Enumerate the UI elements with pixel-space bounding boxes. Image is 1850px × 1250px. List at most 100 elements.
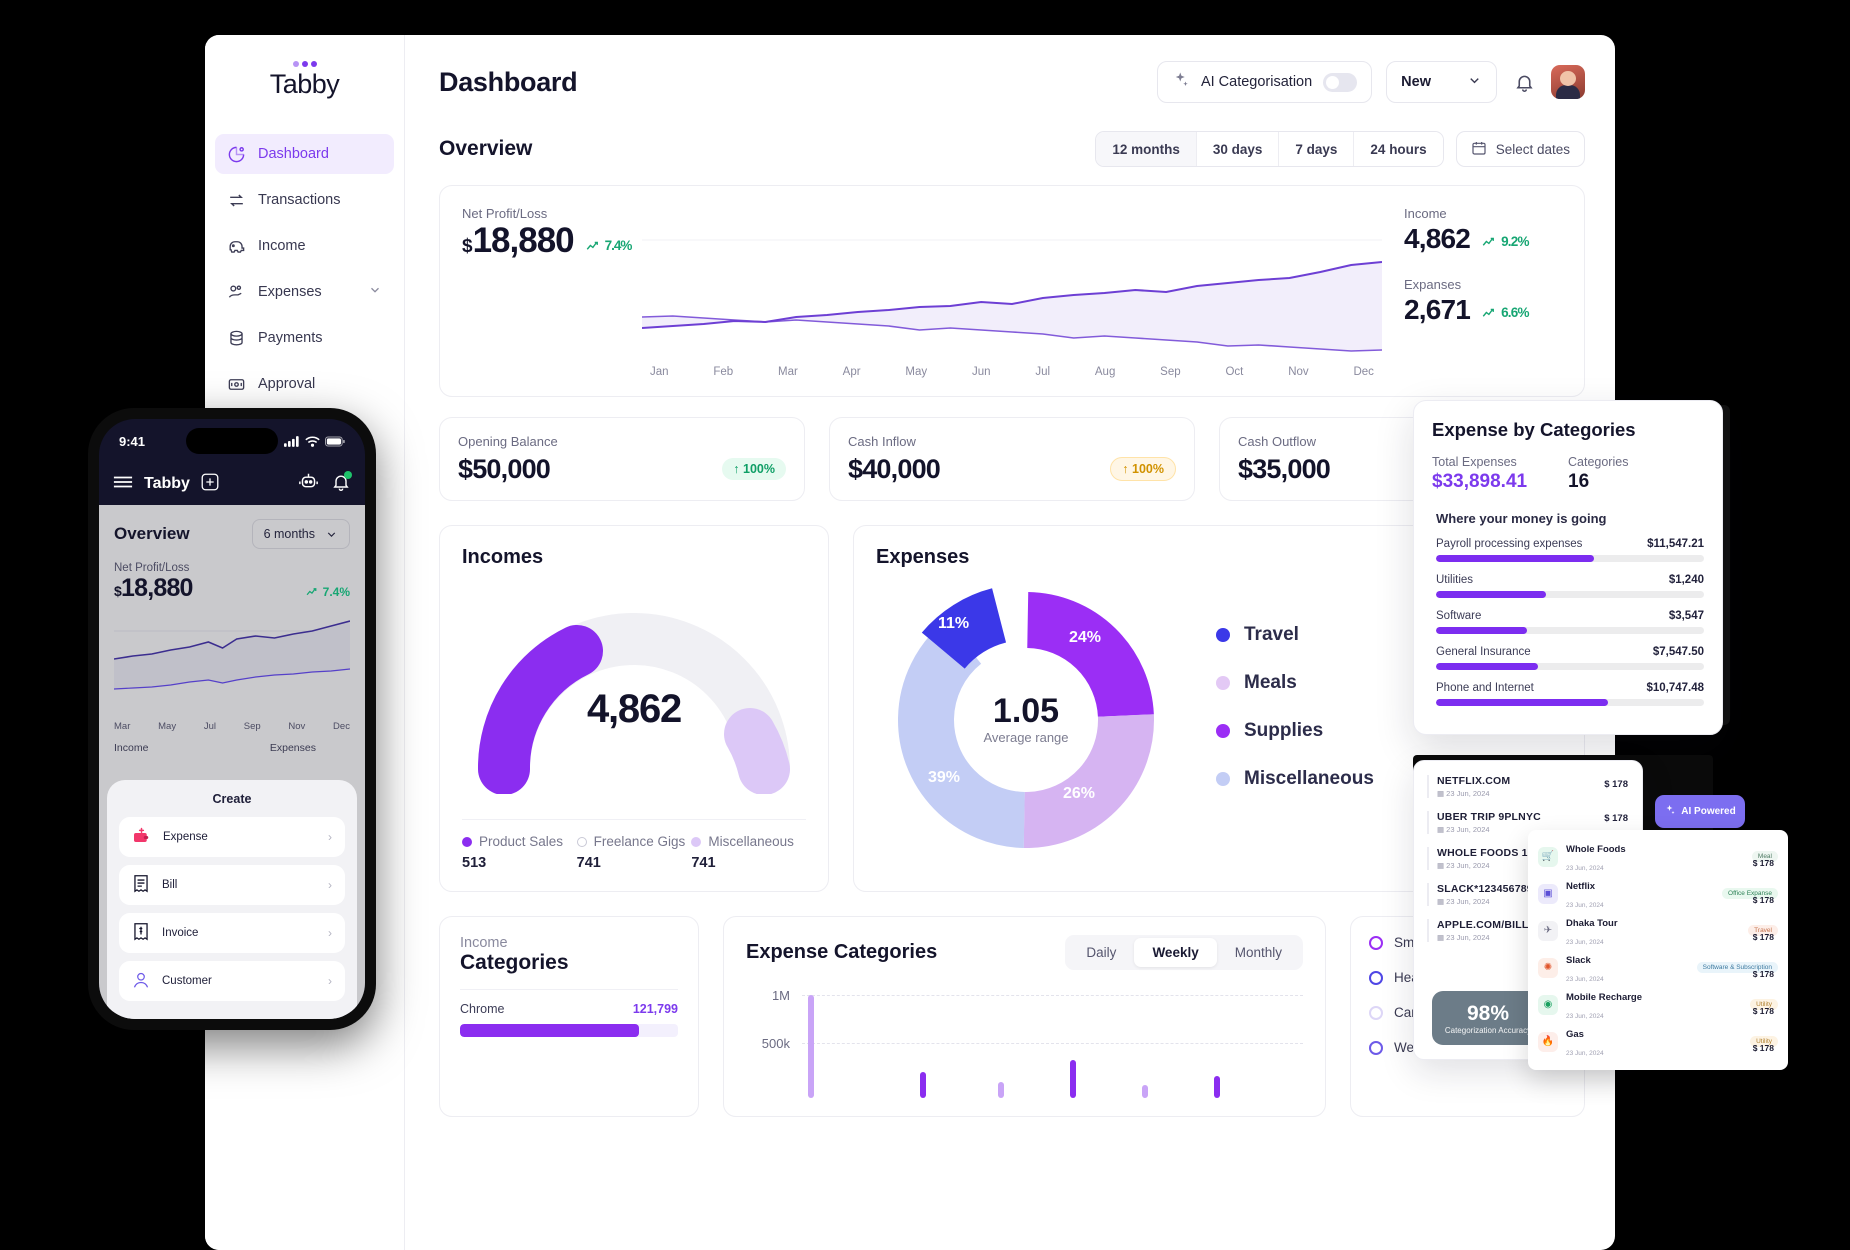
tab-weekly[interactable]: Weekly (1134, 938, 1217, 967)
sidebar-item-label: Income (258, 238, 306, 254)
ring-icon (1369, 970, 1383, 985)
income-categories-sup: Income (460, 935, 508, 951)
phone-nav-bar: Tabby (99, 463, 365, 505)
bar (808, 995, 814, 1098)
expense-row-bar-track (1436, 555, 1704, 562)
sidebar-nav: Dashboard Transactions Income (205, 134, 404, 450)
total-expenses-block: Total Expenses $33,898.41 (1432, 455, 1568, 493)
transaction-amount: $ 178 (1752, 1043, 1774, 1053)
sidebar-item-label: Approval (258, 376, 316, 392)
category-row-chrome: Chrome 121,799 (460, 989, 678, 1037)
sheet-item-expense[interactable]: Expense › (119, 817, 345, 857)
chevron-right-icon: › (328, 926, 332, 940)
chevron-down-icon[interactable] (368, 283, 382, 301)
axis-tick: May (905, 366, 928, 378)
transaction-row[interactable]: UBER TRIP 9PLNYC ▦ 23 Jun, 2024 $ 178 (1427, 811, 1629, 834)
legend-dot-icon (462, 836, 472, 847)
expense-row-label: Software (1436, 610, 1482, 622)
sidebar-item-transactions[interactable]: Transactions (215, 180, 394, 220)
donut-center-sub: Average range (983, 730, 1068, 745)
category-tag: Software & Subscription (1696, 962, 1778, 973)
chevron-right-icon: › (328, 830, 332, 844)
expenses-donut-row: 1.05 Average range 24% 26% 39% 11% Trave… (876, 569, 1562, 871)
range-7-days[interactable]: 7 days (1279, 132, 1355, 166)
ai-categorisation-toggle[interactable]: AI Categorisation (1156, 61, 1373, 103)
wifi-icon (305, 436, 320, 447)
legend-item-miscellaneous: Miscellaneous 741 (691, 834, 806, 871)
categorised-row-mobile-recharge[interactable]: ◉ Mobile Recharge 23 Jun, 2024 Utility $ … (1538, 986, 1778, 1023)
status-badge: ↑ 100% (722, 458, 786, 480)
tab-daily[interactable]: Daily (1086, 945, 1117, 960)
expense-row-phone-internet: Phone and Internet $10,747.48 (1436, 682, 1704, 706)
transaction-row[interactable]: APPLE.COM/BILL ▦ 23 Jun, 2024 (1427, 919, 1629, 942)
stat-card-cash-inflow: Cash Inflow $40,000 ↑ 100% (829, 417, 1195, 501)
user-avatar[interactable] (1551, 65, 1585, 99)
categorised-row-slack[interactable]: ✺ Slack 23 Jun, 2024 Software & Subscript… (1538, 949, 1778, 986)
sidebar-item-income[interactable]: Income (215, 226, 394, 266)
income-categories-card: Income Categories Chrome 121,799 (439, 916, 699, 1117)
transaction-row[interactable]: WHOLE FOODS 102 ▦ 23 Jun, 2024 (1427, 847, 1629, 870)
net-profit-label: Net Profit/Loss (462, 206, 548, 221)
expense-row-bar-fill (1436, 663, 1538, 670)
categorised-row-whole-foods[interactable]: 🛒 Whole Foods 23 Jun, 2024 Meal $ 178 (1538, 838, 1778, 875)
phone-tab-expenses[interactable]: Expenses (269, 742, 316, 754)
transaction-date-row: ▦ 23 Jun, 2024 (1437, 933, 1490, 942)
legend-dot-icon (1216, 676, 1230, 690)
bar (1070, 1060, 1076, 1098)
overview-title: Overview (439, 137, 533, 160)
phone-range-select[interactable]: 6 months (251, 519, 350, 549)
transaction-date: 23 Jun, 2024 (1446, 933, 1490, 942)
axis-tick: Sep (1160, 366, 1181, 378)
axis-tick: Nov (1288, 366, 1309, 378)
sheet-item-bill[interactable]: Bill › (119, 865, 345, 905)
transaction-name: Whole Foods (1566, 843, 1626, 855)
sheet-item-invoice[interactable]: Invoice › (119, 913, 345, 953)
legend-label: Product Sales (479, 834, 564, 849)
income-delta-value: 9.2% (1501, 234, 1529, 249)
incomes-card: Incomes 4,862 Product Sales 513 (439, 525, 829, 892)
phone-net-delta: 7.4% (306, 585, 350, 599)
ring-icon (1369, 1040, 1383, 1055)
notifications-bell-icon[interactable] (331, 470, 352, 497)
expense-delta-value: 6.6% (1501, 305, 1529, 320)
grid-line (802, 1043, 1303, 1044)
categories-count-block: Categories 16 (1568, 455, 1704, 493)
legend-item-miscellaneous: Miscellaneous (1216, 768, 1374, 790)
slice-pct-supplies: 24% (1069, 629, 1101, 646)
categorised-row-dhaka-tour[interactable]: ✈ Dhaka Tour 23 Jun, 2024 Travel $ 178 (1538, 912, 1778, 949)
sidebar-item-approval[interactable]: Approval (215, 364, 394, 404)
axis-tick: May (158, 721, 177, 732)
range-30-days[interactable]: 30 days (1196, 132, 1280, 166)
sidebar-item-payments[interactable]: Payments (215, 318, 394, 358)
incomes-title: Incomes (462, 546, 544, 568)
legend-item-product-sales: Product Sales 513 (462, 834, 577, 871)
categorised-row-netflix[interactable]: ▣ Netflix 23 Jun, 2024 Office Expanse $ 1… (1538, 875, 1778, 912)
select-dates-button[interactable]: Select dates (1455, 131, 1585, 167)
categorised-row-gas[interactable]: 🔥 Gas 23 Jun, 2024 Utility $ 178 (1538, 1023, 1778, 1060)
notifications-bell-icon[interactable] (1511, 69, 1537, 95)
phone-tab-income[interactable]: Income (114, 742, 149, 754)
new-button[interactable]: New (1386, 61, 1497, 103)
expense-delta: 6.6% (1482, 305, 1529, 320)
bar (998, 1082, 1004, 1098)
sheet-item-customer[interactable]: Customer › (119, 961, 345, 1001)
sidebar-item-label: Dashboard (258, 146, 329, 162)
net-profit-value-row: $ 18,880 7.4% (462, 221, 642, 261)
transaction-row[interactable]: SLACK*123456789 ▦ 23 Jun, 2024 (1427, 883, 1629, 906)
range-24-hours[interactable]: 24 hours (1354, 132, 1443, 166)
range-12-months[interactable]: 12 months (1096, 132, 1197, 166)
add-plus-icon[interactable] (201, 473, 219, 496)
sidebar-item-dashboard[interactable]: Dashboard (215, 134, 394, 174)
robot-icon[interactable] (298, 472, 319, 496)
sidebar-item-expenses[interactable]: Expenses (215, 272, 394, 312)
transaction-date-row: ▦ 23 Jun, 2024 (1437, 861, 1490, 870)
hamburger-menu-icon[interactable] (113, 475, 133, 494)
phone-area-chart (113, 617, 351, 717)
chevron-down-icon (1467, 73, 1482, 92)
logo-dots-icon (205, 61, 404, 67)
person-icon (132, 971, 150, 992)
ai-toggle-switch[interactable] (1323, 72, 1358, 92)
tab-monthly[interactable]: Monthly (1234, 945, 1282, 960)
expense-row-amount: $7,547.50 (1652, 646, 1704, 658)
transaction-row[interactable]: NETFLIX.COM ▦ 23 Jun, 2024 $ 178 (1427, 775, 1629, 798)
